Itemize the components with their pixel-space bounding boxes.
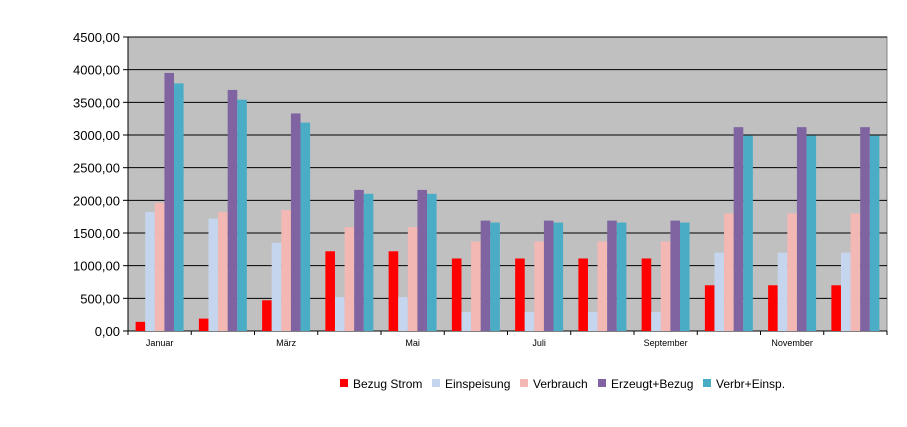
legend-swatch	[520, 379, 528, 387]
bar-verbrauch	[534, 241, 544, 331]
bar-erzeugt-bezug	[354, 189, 364, 331]
bar-verbr-einsp-	[869, 135, 880, 331]
bar-einspeisung	[145, 212, 155, 331]
bar-einspeisung	[587, 312, 598, 331]
y-tick-label: 1500,00	[73, 226, 120, 241]
bar-erzeugt-bezug	[227, 89, 238, 331]
bar-bezug-strom	[578, 258, 588, 331]
bar-bezug-strom	[325, 251, 335, 331]
bar-bezug-strom	[135, 321, 146, 331]
y-tick-label: 500,00	[80, 291, 120, 306]
x-tick-label: Juli	[532, 338, 546, 348]
bar-einspeisung	[714, 252, 725, 331]
bar-einspeisung	[524, 312, 535, 331]
bar-verbrauch	[407, 227, 418, 331]
bar-einspeisung	[461, 312, 472, 331]
bar-einspeisung	[208, 218, 219, 331]
bar-verbr-einsp-	[237, 99, 247, 331]
bar-einspeisung	[271, 242, 282, 331]
y-tick-label: 2000,00	[73, 193, 120, 208]
bar-verbr-einsp-	[616, 222, 627, 331]
x-tick-label: September	[644, 338, 688, 348]
y-tick-label: 0,00	[95, 324, 120, 339]
bar-erzeugt-bezug	[670, 220, 681, 331]
bar-einspeisung	[777, 252, 788, 331]
bar-bezug-strom	[515, 258, 525, 331]
legend-label: Bezug Strom	[353, 377, 422, 391]
bar-verbr-einsp-	[806, 135, 817, 331]
bar-bezug-strom	[831, 285, 841, 331]
bar-verbr-einsp-	[363, 193, 374, 331]
bar-bezug-strom	[388, 251, 399, 331]
bar-verbr-einsp-	[680, 222, 690, 331]
legend-swatch	[703, 379, 711, 387]
bar-erzeugt-bezug	[164, 72, 175, 331]
bar-verbr-einsp-	[300, 122, 311, 331]
bar-verbr-einsp-	[490, 222, 500, 331]
legend-swatch	[340, 379, 348, 387]
bar-verbr-einsp-	[553, 222, 564, 331]
bar-bezug-strom	[262, 300, 272, 331]
legend-swatch	[432, 379, 440, 387]
y-tick-label: 1000,00	[73, 259, 120, 274]
bar-erzeugt-bezug	[860, 127, 870, 331]
x-tick-label: Mai	[405, 338, 420, 348]
bar-bezug-strom	[198, 318, 209, 331]
legend-label: Verbrauch	[533, 377, 588, 391]
bar-bezug-strom	[641, 258, 652, 331]
bar-verbrauch	[344, 227, 355, 331]
bar-verbrauch	[281, 210, 291, 331]
bar-einspeisung	[651, 312, 661, 331]
bar-verbrauch	[218, 212, 228, 331]
legend-label: Verbr+Einsp.	[716, 377, 785, 391]
bar-bezug-strom	[451, 258, 462, 331]
bar-verbr-einsp-	[174, 83, 184, 332]
bar-verbrauch	[724, 213, 734, 331]
y-tick-label: 4500,00	[73, 30, 120, 45]
bar-erzeugt-bezug	[796, 127, 807, 331]
legend-label: Einspeisung	[445, 377, 510, 391]
bar-einspeisung	[840, 252, 851, 331]
bar-erzeugt-bezug	[480, 220, 491, 331]
x-tick-label: November	[771, 338, 813, 348]
bar-erzeugt-bezug	[417, 189, 428, 331]
bar-verbr-einsp-	[743, 135, 753, 331]
x-tick-label: März	[276, 338, 296, 348]
bar-erzeugt-bezug	[290, 113, 301, 331]
bar-verbrauch	[154, 202, 165, 331]
bar-erzeugt-bezug	[733, 127, 744, 331]
bar-verbrauch	[597, 241, 608, 331]
bar-einspeisung	[334, 297, 345, 331]
bar-einspeisung	[398, 297, 408, 331]
bar-erzeugt-bezug	[543, 220, 554, 331]
bar-verbrauch	[471, 241, 481, 331]
bar-bezug-strom	[704, 285, 715, 331]
bar-bezug-strom	[768, 285, 778, 331]
bar-verbrauch	[660, 241, 671, 331]
bar-verbr-einsp-	[427, 193, 437, 331]
y-tick-label: 3500,00	[73, 95, 120, 110]
y-tick-label: 3000,00	[73, 128, 120, 143]
legend-label: Erzeugt+Bezug	[611, 377, 693, 391]
bar-verbrauch	[850, 213, 861, 331]
y-tick-label: 2500,00	[73, 161, 120, 176]
plot-area	[127, 36, 888, 332]
bar-erzeugt-bezug	[607, 220, 617, 331]
y-tick-label: 4000,00	[73, 63, 120, 78]
bar-verbrauch	[787, 213, 797, 331]
x-tick-label: Januar	[146, 338, 174, 348]
legend-swatch	[598, 379, 606, 387]
